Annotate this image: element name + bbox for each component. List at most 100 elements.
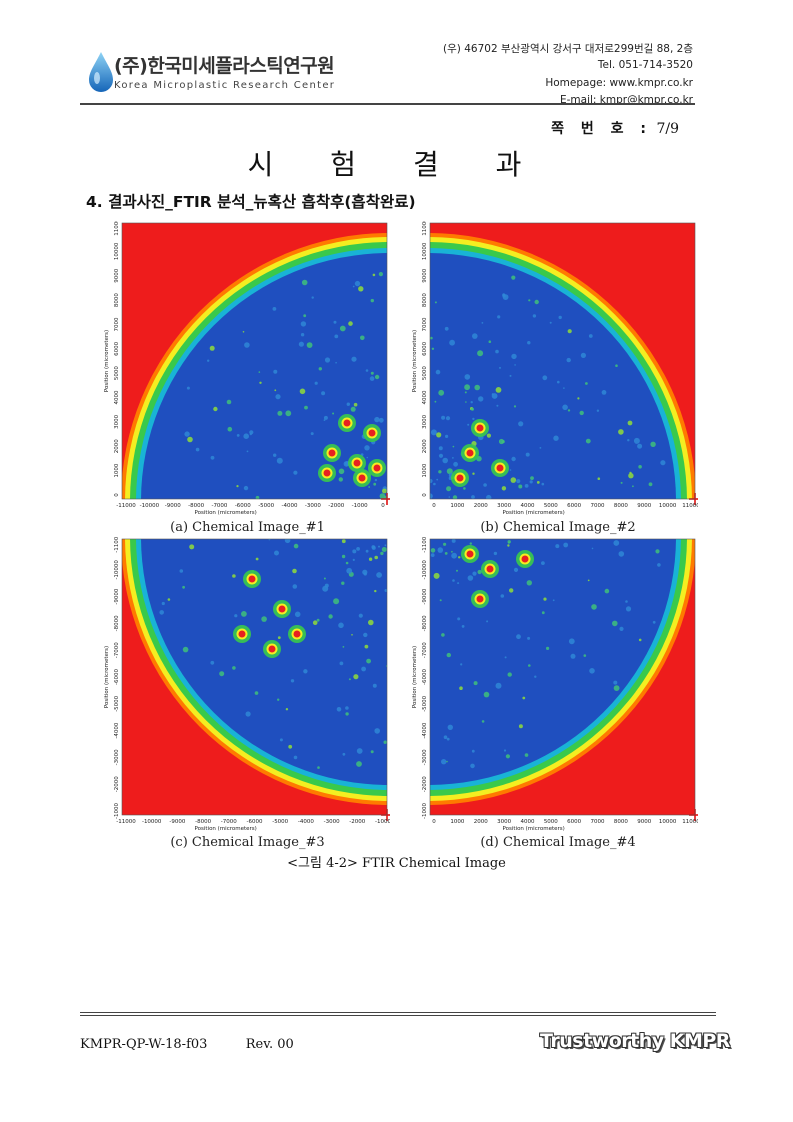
x-tick-label: -5000 [258, 503, 274, 509]
x-tick-label: 10000 [659, 503, 677, 509]
map-area [430, 539, 695, 815]
map-area [122, 539, 387, 815]
x-tick-label: 0 [381, 503, 385, 509]
y-tick-label: -8000 [114, 615, 120, 631]
x-tick-label: -10000 [142, 819, 162, 825]
x-tick-label: 6000 [567, 819, 581, 825]
doc-code: KMPR-QP-W-18-f03 [80, 1037, 208, 1052]
x-tick-label: 9000 [637, 503, 651, 509]
chemical-image-2: 0 1000 2000 3000 4000 5000 6000 7000 8000 9000 100… [408, 221, 698, 517]
y-tick-label: 1000 [422, 463, 428, 477]
y-tick-label: -1000 [114, 803, 120, 819]
plot-frame [121, 222, 388, 500]
ftir-map-1: -11000 -10000 -9000 -8000 -7000 -6000 -5000 -40… [104, 221, 390, 516]
brand-logo: Trustworthy KMPR [540, 1030, 730, 1052]
map-area [430, 223, 695, 499]
x-tick-label: 10000 [659, 819, 677, 825]
x-tick-label: 7000 [591, 503, 605, 509]
y-tick-label: 7000 [114, 317, 120, 331]
caption-a: (a) Chemical Image_#1 [170, 520, 325, 535]
x-tick-label: -4000 [282, 503, 298, 509]
x-axis-label: Position (micrometers) [503, 826, 565, 832]
y-tick-label: -5000 [114, 695, 120, 711]
document-code: KMPR-QP-W-18-f03 Rev. 00 [80, 1037, 294, 1052]
x-tick-label: -1000 [375, 819, 390, 825]
particle-speckles [430, 539, 661, 769]
y-tick-label: 3000 [422, 414, 428, 428]
y-axis-label: Position (micrometers) [104, 646, 110, 708]
x-tick-label: 9000 [637, 819, 651, 825]
y-tick-label: 5000 [422, 366, 428, 380]
y-tick-label: -4000 [114, 722, 120, 738]
x-axis-label: Position (micrometers) [195, 510, 257, 516]
org-name-korean: (주)한국미세플라스틱연구원 [114, 55, 335, 77]
y-axis-label: Position (micrometers) [412, 646, 418, 708]
x-tick-label: 8000 [614, 819, 628, 825]
x-tick-label: 8000 [614, 503, 628, 509]
x-tick-label: -6000 [235, 503, 251, 509]
x-tick-label: -5000 [272, 819, 288, 825]
page-number-value: 7/9 [656, 121, 679, 137]
x-tick-label: 4000 [520, 503, 534, 509]
y-tick-label: -9000 [114, 588, 120, 604]
y-tick-label: -4000 [422, 722, 428, 738]
x-tick-label: 3000 [497, 503, 511, 509]
x-tick-label: -11000 [116, 503, 136, 509]
y-tick-label: 1000 [114, 463, 120, 477]
x-tick-label: -8000 [188, 503, 204, 509]
y-tick-label: -6000 [422, 669, 428, 685]
plot-frame [121, 538, 388, 816]
x-tick-label: -3000 [324, 819, 340, 825]
caption-c: (c) Chemical Image_#3 [170, 835, 325, 850]
y-tick-label: 2000 [422, 439, 428, 453]
y-tick-label: 0 [114, 493, 120, 497]
x-tick-label: -3000 [305, 503, 321, 509]
y-tick-label: 7000 [422, 317, 428, 331]
chemical-image-3: -11000 -10000 -9000 -8000 -7000 -6000 -5000 -40… [100, 537, 390, 833]
x-tick-label: 5000 [544, 819, 558, 825]
y-axis-label: Position (micrometers) [104, 330, 110, 392]
org-name-english: Korea Microplastic Research Center [114, 80, 336, 91]
x-tick-label: 1000 [450, 819, 464, 825]
page-title: 시 험 결 과 [247, 148, 546, 181]
x-tick-label: 11000 [682, 819, 698, 825]
y-tick-label: 4000 [114, 390, 120, 404]
x-tick-label: 11000 [682, 503, 698, 509]
y-tick-label: -11000 [422, 537, 428, 553]
org-logo [86, 50, 336, 98]
page-number: 쪽 번 호 : 7/9 [551, 118, 679, 138]
x-tick-label: -6000 [247, 819, 263, 825]
x-tick-label: 2000 [474, 819, 488, 825]
x-tick-label: 0 [432, 503, 436, 509]
footer-divider-top [80, 1012, 716, 1013]
x-tick-label: 4000 [520, 819, 534, 825]
particle-speckles [159, 539, 387, 769]
y-tick-label: 11000 [422, 221, 428, 236]
section-heading: 4. 결과사진_FTIR 분석_뉴혹산 흡착후(흡착완료) [86, 193, 416, 211]
figure-caption: <그림 4-2> FTIR Chemical Image [287, 856, 506, 871]
header-divider [80, 103, 695, 105]
y-tick-label: 2000 [114, 439, 120, 453]
x-tick-label: -2000 [328, 503, 344, 509]
x-tick-label: -7000 [211, 503, 227, 509]
address: (우) 46702 부산광역시 강서구 대저로299번길 88, 2층 [443, 43, 693, 55]
x-tick-label: 3000 [497, 819, 511, 825]
ftir-map-3: -11000 -10000 -9000 -8000 -7000 -6000 -5000 -40… [104, 537, 390, 832]
x-axis-label: Position (micrometers) [195, 826, 257, 832]
x-tick-label: -11000 [116, 819, 136, 825]
x-axis-label: Position (micrometers) [503, 510, 565, 516]
y-tick-label: -9000 [422, 588, 428, 604]
y-tick-label: -1000 [422, 803, 428, 819]
y-tick-label: 10000 [114, 242, 120, 260]
y-tick-label: 6000 [114, 341, 120, 355]
particle-speckles [184, 272, 387, 499]
x-tick-label: -10000 [140, 503, 160, 509]
caption-b: (b) Chemical Image_#2 [480, 520, 636, 535]
y-tick-label: -3000 [114, 749, 120, 765]
footer-divider-bottom [80, 1015, 716, 1016]
y-tick-label: 10000 [422, 242, 428, 260]
x-tick-label: -9000 [169, 819, 185, 825]
y-tick-label: -10000 [422, 560, 428, 580]
y-tick-label: 8000 [114, 293, 120, 307]
y-axis-label: Position (micrometers) [412, 330, 418, 392]
